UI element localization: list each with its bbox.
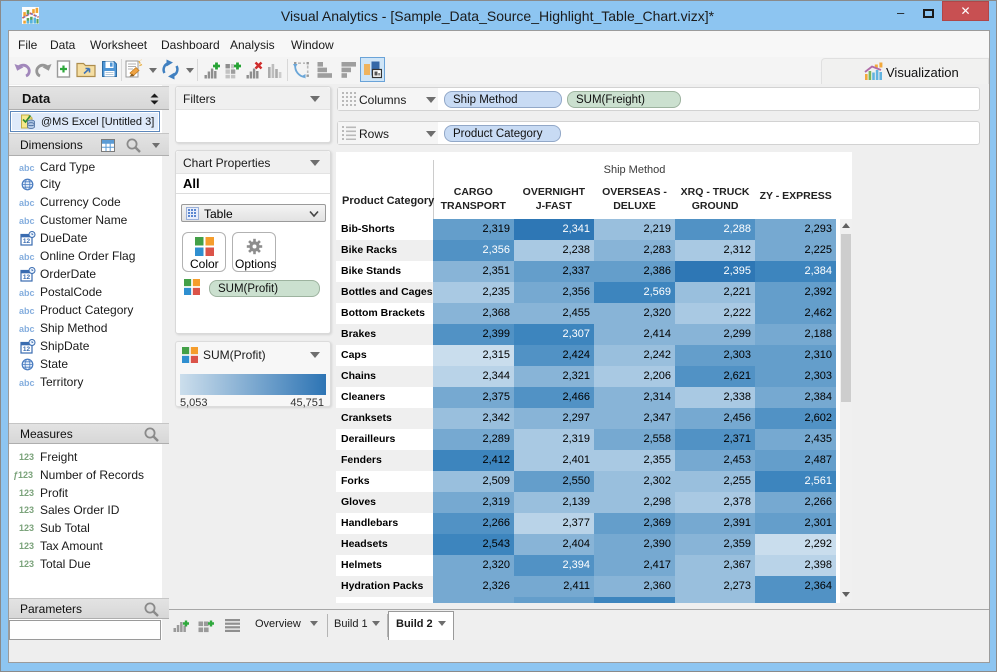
svg-text:12: 12 xyxy=(23,274,31,281)
svg-text:12: 12 xyxy=(23,346,31,353)
svg-text:12: 12 xyxy=(23,238,31,245)
